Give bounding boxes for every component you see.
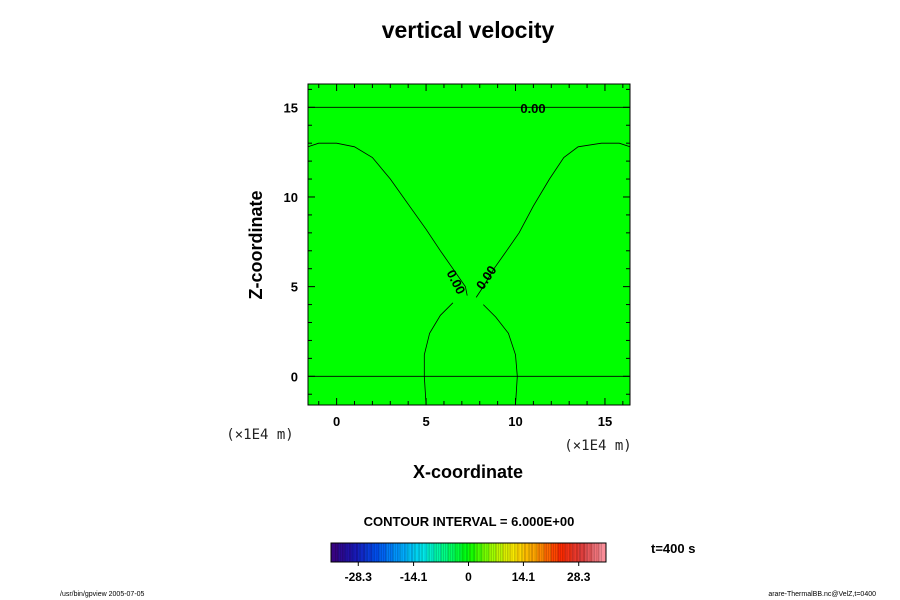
colorbar-segment	[434, 543, 442, 562]
contour-line-2	[475, 142, 631, 298]
colorbar-segment	[557, 543, 566, 562]
contour-line-4	[483, 304, 518, 406]
colorbar-segment	[516, 543, 524, 562]
colorbar-segment	[331, 543, 339, 562]
colorbar-segment	[406, 543, 414, 562]
y-axis-unit: (×1E4 m)	[564, 438, 631, 454]
x-tick-label: 10	[508, 414, 522, 429]
colorbar-segment	[599, 543, 607, 562]
x-tick-label: 0	[333, 414, 340, 429]
colorbar-segment	[571, 543, 579, 562]
colorbar-segment	[461, 543, 469, 562]
colorbar-tick-label: 0	[465, 570, 472, 584]
contour-layer	[307, 106, 631, 406]
x-axis-unit: (×1E4 m)	[226, 427, 293, 443]
colorbar-tick-label: 14.1	[512, 570, 536, 584]
contour-line-1	[307, 142, 468, 296]
colorbar-segment	[523, 543, 531, 562]
y-tick-label: 10	[284, 190, 298, 205]
colorbar-segment	[379, 543, 387, 562]
y-tick-label: 15	[284, 100, 298, 115]
colorbar-segment	[502, 543, 511, 562]
colorbar-segment	[475, 543, 483, 562]
y-axis-label: Z-coordinate	[246, 190, 266, 299]
colorbar-segment	[441, 543, 449, 562]
time-label: t=400 s	[651, 541, 695, 556]
colorbar-ticks: -28.3 -14.1 0 14.1 28.3	[345, 562, 591, 584]
colorbar-segment	[551, 543, 559, 562]
colorbar-segment	[386, 543, 394, 562]
y-tick-label: 0	[291, 369, 298, 384]
colorbar-segment	[585, 543, 593, 562]
x-tick-label: 5	[422, 414, 429, 429]
colorbar-segment	[530, 543, 538, 562]
colorbar-segment	[399, 543, 408, 562]
colorbar-segment	[337, 543, 346, 562]
tick-layer: 0 5 10 15 0 5 10 15	[284, 84, 630, 429]
x-tick-label: 15	[598, 414, 612, 429]
colorbar-segment	[427, 543, 435, 562]
y-tick-label: 5	[291, 280, 298, 295]
colorbar-tick-label: -28.3	[345, 570, 373, 584]
contour-label-top: 0.00	[520, 101, 545, 116]
colorbar-segment	[489, 543, 497, 562]
contour-interval-text: CONTOUR INTERVAL = 6.000E+00	[364, 514, 575, 529]
colorbar-segment	[537, 543, 545, 562]
plot-area	[308, 84, 630, 405]
footer-right-text: arare-ThermalBB.nc@VelZ,t=0400	[768, 591, 876, 598]
colorbar-segment	[564, 543, 573, 562]
colorbar-segment	[372, 543, 380, 562]
colorbar-segment	[344, 543, 353, 562]
colorbar-segment	[454, 543, 463, 562]
colorbar-segment	[544, 543, 552, 562]
colorbar-segment	[420, 543, 428, 562]
colorbar-segment	[482, 543, 490, 562]
chart-title: vertical velocity	[382, 17, 555, 43]
colorbar-segment	[578, 543, 586, 562]
colorbar-tick-label: -14.1	[400, 570, 428, 584]
colorbar-segment	[351, 543, 359, 562]
plot-frame	[307, 83, 631, 406]
colorbar-segment	[447, 543, 456, 562]
colorbar-segment	[468, 543, 476, 562]
contour-line-3	[423, 302, 454, 406]
colorbar-segment	[413, 543, 421, 562]
colorbar-segment	[496, 543, 504, 562]
colorbar-segment	[509, 543, 518, 562]
colorbar-segment	[392, 543, 401, 562]
colorbar-segment	[365, 543, 373, 562]
x-axis-label: X-coordinate	[413, 462, 523, 482]
colorbar-tick-label: 28.3	[567, 570, 591, 584]
colorbar-segment	[592, 543, 600, 562]
colorbar	[331, 543, 607, 562]
colorbar-segment	[358, 543, 366, 562]
footer-left-text: /usr/bin/gpview 2005-07-05	[60, 591, 145, 598]
